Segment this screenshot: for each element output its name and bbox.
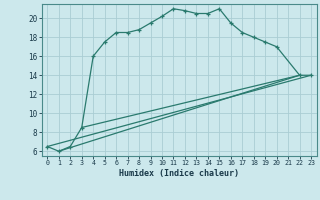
X-axis label: Humidex (Indice chaleur): Humidex (Indice chaleur) <box>119 169 239 178</box>
